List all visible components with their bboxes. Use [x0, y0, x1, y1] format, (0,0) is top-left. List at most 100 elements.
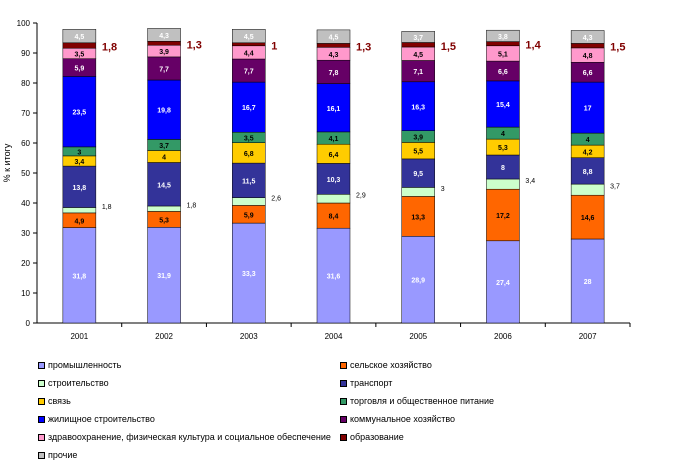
bar-segment: [401, 236, 435, 324]
data-label: 3,5: [74, 51, 84, 58]
legend-item: жилищное строительство: [38, 414, 155, 424]
data-label: 14,5: [157, 182, 171, 189]
data-label: 5,3: [498, 145, 508, 152]
data-label: 6,6: [498, 69, 508, 76]
data-label: 23,5: [73, 110, 87, 117]
data-label: 5,5: [413, 149, 423, 156]
data-label: 3,7: [610, 184, 620, 191]
data-label: 4,1: [329, 136, 339, 143]
data-label: 8: [501, 165, 505, 172]
data-label: 31,6: [327, 274, 341, 281]
data-label: 1,8: [187, 203, 197, 210]
bar-segment: [316, 163, 351, 195]
y-tick-label: 100: [17, 19, 31, 28]
legend-swatch: [38, 397, 45, 405]
legend-item: сельское хозяйство: [340, 360, 432, 370]
x-tick-label: 2006: [494, 332, 512, 341]
bar-segment: [232, 42, 266, 47]
data-label: 1,8: [102, 204, 112, 211]
legend-label: коммунальное хозяйство: [350, 414, 456, 424]
data-label: 3,4: [74, 159, 84, 166]
y-tick-label: 50: [21, 169, 30, 178]
legend-item: транспорт: [340, 378, 392, 388]
bar-segment: [232, 81, 266, 133]
data-label: 9,5: [413, 171, 423, 178]
data-label: 4,8: [583, 53, 593, 60]
bar-segment: [570, 81, 605, 134]
y-tick-label: 10: [21, 289, 30, 298]
legend-item: образование: [340, 432, 404, 442]
legend-label: транспорт: [350, 378, 393, 388]
data-label: 2,9: [356, 193, 366, 200]
data-label: 4,4: [244, 50, 254, 57]
y-tick-label: 20: [21, 259, 30, 268]
data-label: 33,3: [242, 271, 256, 278]
legend-swatch: [38, 415, 45, 423]
data-label: 1,5: [610, 42, 625, 54]
data-label: 7,7: [159, 66, 169, 73]
bar-segment: [401, 196, 435, 237]
x-tick-label: 2003: [240, 332, 258, 341]
bar-segment: [486, 188, 520, 242]
y-tick-label: 90: [21, 49, 30, 58]
data-label: 2,6: [271, 196, 281, 203]
bar-segment: [486, 178, 520, 190]
data-label: 4: [501, 131, 505, 138]
bar-segment: [570, 157, 605, 185]
bar-segment: [570, 183, 605, 196]
legend-swatch: [38, 433, 45, 441]
data-label: 14,6: [581, 215, 595, 222]
bar-segment: [147, 28, 181, 42]
data-label: 19,8: [157, 108, 171, 115]
bar-segment: [401, 187, 435, 197]
bar-segment: [62, 42, 97, 49]
data-label: 17: [584, 106, 592, 113]
x-tick-label: 2002: [155, 332, 173, 341]
data-label: 4: [162, 155, 166, 162]
data-label: 1: [271, 40, 277, 52]
legend-item: промышленность: [38, 360, 121, 370]
legend-item: торговля и общественное питание: [340, 396, 494, 406]
legend-label: прочие: [48, 450, 78, 460]
legend-swatch: [340, 433, 347, 441]
bar-segment: [316, 227, 351, 324]
legend-label: торговля и общественное питание: [350, 396, 495, 406]
legend-item: связь: [38, 396, 71, 406]
data-label: 7,8: [329, 70, 339, 77]
bar-segment: [486, 154, 520, 180]
bar-segment: [316, 202, 351, 229]
x-tick-label: 2005: [409, 332, 427, 341]
data-label: 1,5: [441, 41, 456, 53]
legend-item: прочие: [38, 450, 77, 460]
y-tick-label: 30: [21, 229, 30, 238]
legend-label: жилищное строительство: [48, 414, 155, 424]
data-label: 1,3: [187, 39, 202, 51]
data-label: 4,2: [583, 149, 593, 156]
data-label: 3,5: [244, 135, 254, 142]
data-label: 3: [77, 149, 81, 156]
data-label: 4,9: [74, 218, 84, 225]
y-tick-label: 70: [21, 109, 30, 118]
bar-segment: [62, 165, 97, 208]
data-label: 28: [584, 279, 592, 286]
data-label: 17,2: [496, 213, 510, 220]
data-label: 5,1: [498, 51, 508, 58]
legend-swatch: [38, 361, 45, 369]
data-label: 4,5: [244, 34, 254, 41]
data-label: 5,9: [244, 212, 254, 219]
legend-label: здравоохранение, физическая культура и с…: [48, 432, 331, 442]
data-label: 6,6: [583, 70, 593, 77]
bar-segment: [62, 29, 97, 44]
bar-segment: [147, 162, 181, 207]
bar-segment: [316, 83, 351, 133]
legend-item: строительство: [38, 378, 109, 388]
data-label: 4: [586, 137, 590, 144]
legend-label: связь: [48, 396, 71, 406]
data-label: 3,7: [413, 35, 423, 42]
legend-swatch: [38, 379, 45, 387]
data-label: 3: [441, 186, 445, 193]
y-axis-label: % к итогу: [2, 143, 12, 182]
legend-swatch: [340, 397, 347, 405]
bar-segment: [147, 227, 181, 324]
